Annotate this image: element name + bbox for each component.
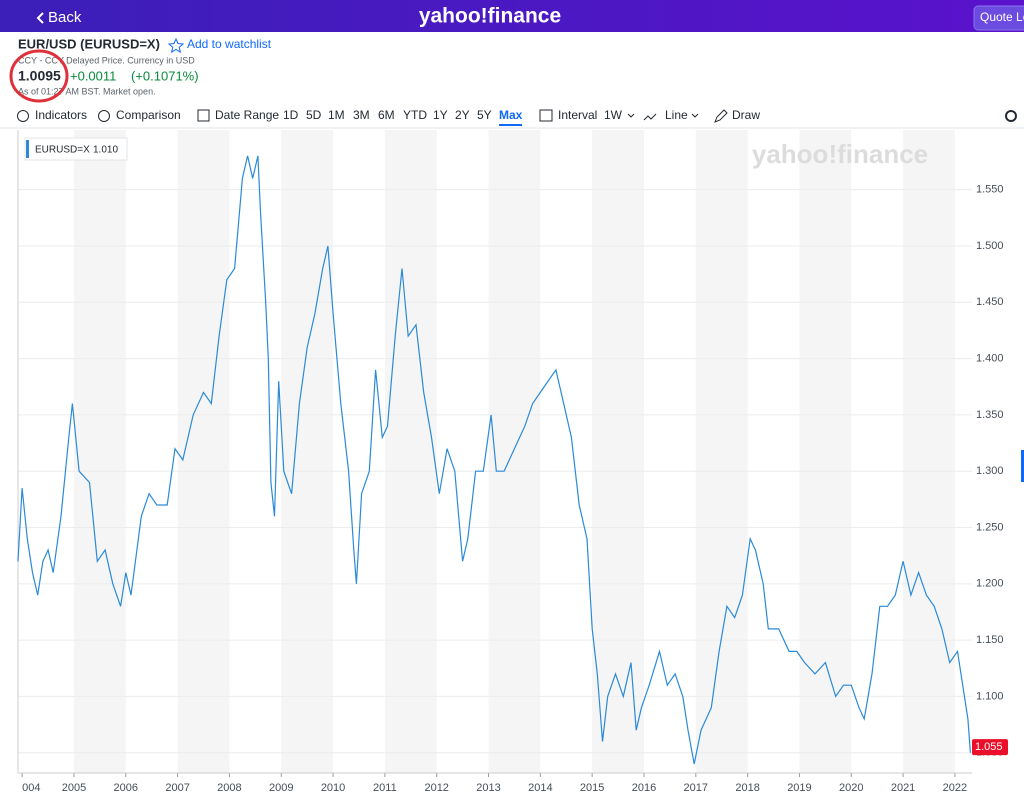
toolbar-item[interactable]: 3M [353,108,370,122]
change: +0.0011 [70,68,116,83]
year-band [384,130,437,773]
quote-lookup[interactable]: Quote Lo [980,10,1024,24]
toolbar-item[interactable]: 1Y [433,108,448,122]
star-icon[interactable] [167,37,185,54]
y-tick-label: 1.150 [976,634,1004,646]
chevron[interactable] [627,113,635,118]
y-tick-label: 1.450 [976,296,1004,308]
toolbar-item[interactable]: Date Range [215,108,279,122]
x-tick-label: 2019 [787,782,811,794]
draw-icon[interactable] [714,109,728,123]
toolbar-item[interactable]: 5Y [477,108,492,122]
quote-lookup-box[interactable] [973,5,1024,31]
x-tick-label: 2011 [373,782,397,794]
add-watchlist[interactable]: Add to watchlist [187,37,272,51]
y-tick-label: 1.400 [976,353,1004,365]
comparison-icon[interactable] [98,110,110,122]
x-tick-label: 2014 [528,782,552,794]
x-tick-label: 2005 [62,782,86,794]
toolbar-item[interactable]: 6M [378,108,395,122]
highlight-circle [9,49,69,103]
interval-icon[interactable] [539,109,553,122]
year-band [799,130,852,773]
toolbar: Indicators Comparison Date Range 1D 5D 1M 3M 6M… [35,108,760,126]
x-tick-label: 2015 [580,782,604,794]
logo[interactable]: yahoo!finance [419,5,561,28]
y-tick-label: 1.200 [976,578,1004,590]
x-tick-label: 2017 [684,782,708,794]
year-band [695,130,748,773]
year-band [73,130,126,773]
toolbar-item[interactable]: Line [665,108,688,122]
toolbar-item[interactable]: Draw [732,108,760,122]
year-band [903,130,955,773]
toolbar-item[interactable]: 1M [328,108,345,122]
toolbar-item[interactable]: Interval [558,108,597,122]
scroll-handle[interactable] [1021,450,1024,482]
toolbar-item[interactable]: 1W [604,108,623,122]
toolbar-item[interactable]: Comparison [116,108,181,122]
x-tick-label: 2020 [839,782,863,794]
x-tick-label: 2010 [321,782,345,794]
year-band [281,130,334,773]
x-tick-label: 2013 [476,782,500,794]
plot-area: yahoo!finance1.0501.1001.1501.2001.2501.… [17,130,1024,794]
last-price-tag [972,739,1008,756]
calendar-icon[interactable] [197,109,210,122]
toolbar-item[interactable]: 5D [306,108,322,122]
y-tick-label: 1.350 [976,409,1004,421]
chevron[interactable] [691,113,699,118]
year-band [177,130,230,773]
y-tick-label: 1.500 [976,240,1004,252]
line-icon[interactable] [643,113,657,121]
subtitle: CCY - CCY Delayed Price. Currency in USD [18,55,195,65]
y-tick-label: 1.300 [976,465,1004,477]
as-of: As of 01:27 AM BST. Market open. [18,86,156,96]
x-tick-label: 2008 [217,782,241,794]
toolbar-item[interactable]: 1D [283,108,299,122]
legend-value: 1.010 [93,145,118,156]
price: 1.0095 [18,68,61,84]
legend-box [24,137,128,161]
title: EUR/USD (EURUSD=X) [18,36,160,51]
nav-bar [0,0,1024,32]
last-price-label: 1.055 [975,741,1003,753]
settings-icon[interactable] [1005,110,1017,122]
x-tick-label: 2022 [943,782,967,794]
price-line [17,155,971,765]
indicators-icon[interactable] [17,110,29,122]
year-band [592,130,644,773]
active-underline [499,124,522,126]
x-tick-label: 2021 [891,782,915,794]
toolbar-item[interactable]: Indicators [35,108,87,122]
x-tick-label: 2006 [114,782,138,794]
year-band [488,130,541,773]
x-tick-label: 2009 [269,782,293,794]
y-tick-label: 1.250 [976,521,1004,533]
x-tick-label: 004 [22,782,40,794]
x-tick-label: 2012 [424,782,448,794]
toolbar-item[interactable]: Max [499,108,523,122]
legend-swatch [26,140,29,158]
change-percent: (+0.1071%) [131,68,199,83]
back-icon[interactable] [36,12,44,24]
y-tick-label: 1.550 [976,184,1004,196]
x-tick-label: 2007 [165,782,189,794]
x-tick-label: 2018 [735,782,759,794]
y-tick-label: 1.100 [976,690,1004,702]
legend-name: EURUSD=X [35,145,90,156]
toolbar-item[interactable]: 2Y [455,108,470,122]
watermark: yahoo!finance [752,139,928,169]
toolbar-item[interactable]: YTD [403,108,427,122]
back-button[interactable]: Back [48,9,82,26]
x-tick-label: 2016 [632,782,656,794]
